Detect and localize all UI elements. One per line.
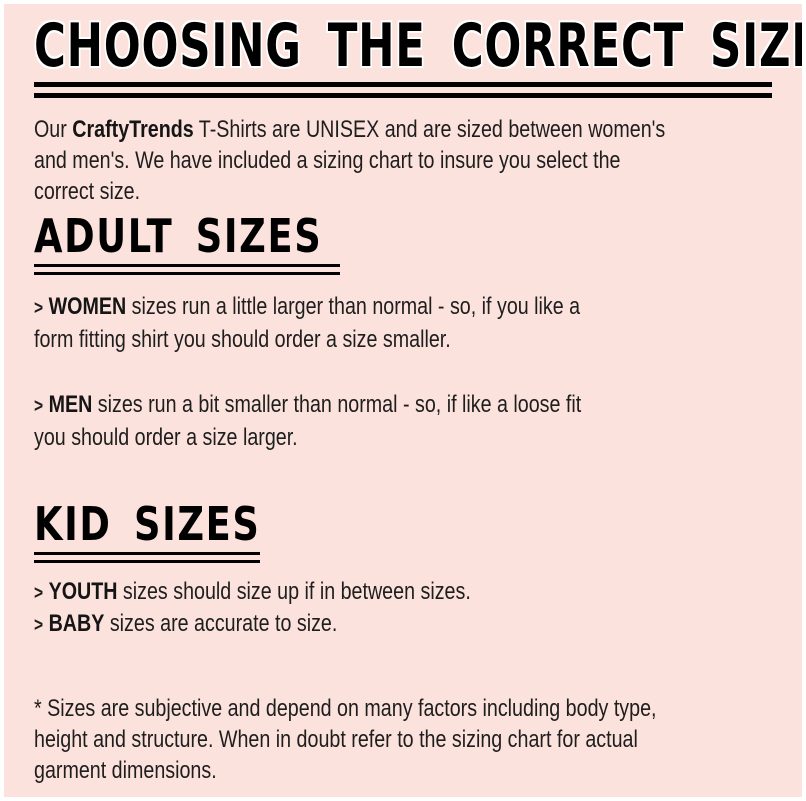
bullet-keyword-men: MEN <box>48 391 93 418</box>
chevron-bullet-icon: > <box>34 583 44 604</box>
section-heading-kid-sizes: KID SIZES <box>34 497 261 551</box>
bullet-text-women: sizes run a little larger than normal - … <box>34 293 581 353</box>
chevron-bullet-icon: > <box>34 396 44 417</box>
bullet-women: > WOMEN sizes run a little larger than n… <box>34 291 774 355</box>
bullet-keyword-baby: BABY <box>48 610 105 637</box>
chevron-bullet-icon: > <box>34 615 44 636</box>
section-heading-adult-sizes: ADULT SIZES <box>34 209 323 263</box>
intro-paragraph: Our CraftyTrends T-Shirts are UNISEX and… <box>34 114 774 207</box>
bullet-baby: > BABY sizes are accurate to size. <box>34 609 774 641</box>
bullet-text-baby: sizes are accurate to size. <box>104 610 338 637</box>
page-title: CHOOSING THE CORRECT SIZE <box>34 11 806 81</box>
bullet-text-youth: sizes should size up if in between sizes… <box>117 578 471 605</box>
bullet-keyword-youth: YOUTH <box>48 578 118 605</box>
bullet-text-men: sizes run a bit smaller than normal - so… <box>34 391 582 451</box>
adult-heading-underline <box>34 264 340 275</box>
bullet-youth: > YOUTH sizes should size up if in betwe… <box>34 577 774 609</box>
kid-heading-underline <box>34 552 260 563</box>
title-underline <box>34 82 772 98</box>
intro-rest: T-Shirts are UNISEX and are sized betwee… <box>34 116 666 205</box>
footnote-disclaimer: * Sizes are subjective and depend on man… <box>34 695 657 784</box>
chevron-bullet-icon: > <box>34 298 44 319</box>
bullet-men: > MEN sizes run a bit smaller than norma… <box>34 389 774 453</box>
brand-name: CraftyTrends <box>72 116 194 143</box>
kid-bullet-list: > YOUTH sizes should size up if in betwe… <box>34 577 772 641</box>
intro-prefix: Our <box>34 116 73 143</box>
bullet-keyword-women: WOMEN <box>48 293 127 320</box>
